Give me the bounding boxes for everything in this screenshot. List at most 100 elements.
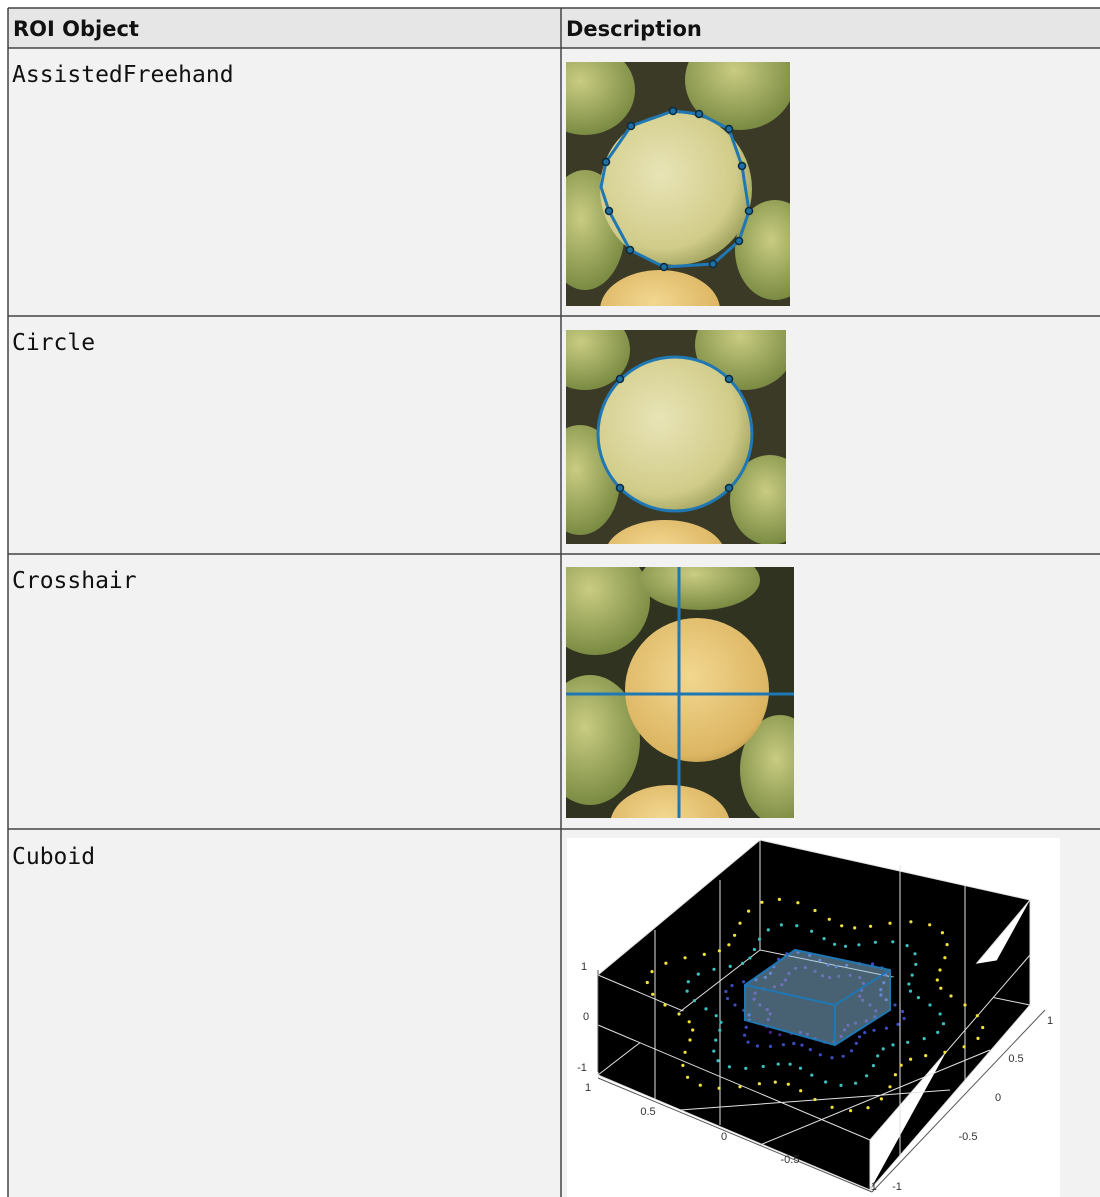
scatter-dot [871, 1064, 876, 1068]
scatter-dot [719, 1020, 723, 1024]
cell: Cuboid [12, 844, 95, 870]
scatter-dot [796, 901, 800, 905]
scatter-dot [906, 1040, 910, 1044]
scatter-dot [839, 1083, 843, 1087]
scatter-dot [748, 956, 752, 960]
scatter-dot [717, 949, 722, 953]
scatter-dot [681, 1063, 685, 1067]
scatter-dot [768, 1030, 772, 1034]
scatter-dot [843, 944, 848, 948]
scatter-dot [727, 1065, 732, 1069]
scatter-dot [976, 1036, 980, 1040]
scatter-dot [741, 961, 745, 966]
y-tick-label: 0 [995, 1092, 1001, 1104]
scatter-dot [865, 1074, 869, 1078]
scatter-dot [687, 1020, 691, 1024]
scatter-dot [716, 1059, 720, 1063]
scatter-dot [755, 1044, 760, 1048]
header-cell: ROI Object [13, 17, 139, 41]
scatter-dot [718, 1028, 722, 1032]
scatter-dot [744, 1066, 748, 1070]
scatter-dot [778, 1033, 782, 1037]
scatter-dot [943, 1050, 947, 1054]
scatter-dot [712, 967, 716, 971]
scatter-dot [738, 921, 742, 925]
scatter-dot [888, 1085, 892, 1089]
scatter-dot [949, 994, 953, 998]
scatter-dot [779, 923, 784, 927]
scatter-dot [677, 1012, 681, 1016]
scatter-dot [688, 1038, 692, 1042]
scatter-dot [685, 989, 689, 993]
y-tick-label: 0.5 [1008, 1053, 1023, 1065]
scatter-dot [908, 989, 913, 993]
scatter-dot [905, 944, 909, 948]
scatter-dot [813, 908, 817, 913]
scatter-dot [664, 961, 668, 965]
scatter-dot [936, 1030, 940, 1034]
scatter-dot [869, 924, 873, 928]
scatter-dot [650, 970, 654, 974]
x-tick-label: -1 [867, 1181, 877, 1193]
scatter-dot [776, 1062, 780, 1066]
z-tick-label: 1 [581, 961, 587, 973]
header-cell: Description [566, 17, 702, 41]
scatter-dot [798, 1066, 803, 1070]
scatter-dot [854, 1081, 858, 1085]
scatter-dot [757, 1082, 762, 1086]
scatter-dot [866, 1106, 870, 1110]
scatter-dot [899, 1063, 903, 1067]
scatter-dot [891, 940, 895, 944]
y-tick-label: 1 [1047, 1015, 1053, 1027]
scatter-dot [727, 943, 731, 947]
scatter-dot [902, 1016, 906, 1021]
scatter-dot [922, 1037, 926, 1041]
cell: Circle [12, 330, 95, 356]
scatter-dot [857, 1035, 862, 1039]
y-tick-label: -1 [892, 1181, 902, 1193]
scatter-dot [854, 1041, 858, 1045]
scatter-dot [698, 1083, 702, 1087]
scatter-dot [900, 1009, 905, 1014]
scatter-dot [935, 978, 939, 982]
scatter-dot [943, 956, 947, 960]
scatter-dot [841, 1054, 845, 1058]
scatter-dot [786, 1082, 790, 1086]
scatter-dot [746, 1040, 750, 1044]
scatter-dot [645, 980, 649, 985]
scatter-dot [857, 943, 861, 947]
scatter-dot [872, 1028, 876, 1032]
scatter-dot [913, 952, 917, 956]
scatter-dot [733, 933, 737, 937]
scatter-dot [728, 964, 732, 969]
scatter-dot [760, 900, 764, 904]
scatter-dot [704, 1007, 708, 1011]
scatter-dot [876, 1054, 880, 1058]
scatter-dot [761, 1064, 765, 1069]
scatter-dot [747, 909, 751, 913]
x-tick-label: 1 [585, 1082, 591, 1094]
scatter-dot [717, 1086, 721, 1090]
scatter-dot [893, 1003, 897, 1007]
scatter-dot [928, 1003, 932, 1007]
scatter-dot [691, 1028, 695, 1032]
scatter-dot [940, 931, 945, 935]
scatter-dot [752, 947, 757, 952]
scatter-dot [788, 1062, 792, 1066]
scatter-dot [870, 962, 875, 966]
scatter-dot [768, 1044, 773, 1048]
scatter-dot [945, 943, 949, 947]
scatter-dot [738, 1085, 742, 1089]
scatter-dot [891, 1043, 895, 1047]
scatter-dot [853, 926, 857, 930]
scatter-dot [724, 989, 728, 994]
scatter-dot [757, 937, 762, 941]
scatter-dot [743, 1033, 747, 1037]
scatter-dot [962, 1045, 966, 1049]
scatter-dot [849, 1049, 854, 1053]
scatter-dot [963, 1003, 967, 1007]
scatter-dot [909, 920, 913, 924]
scatter-dot [696, 972, 700, 976]
scatter-dot [909, 1057, 913, 1061]
scatter-dot [792, 1041, 796, 1046]
